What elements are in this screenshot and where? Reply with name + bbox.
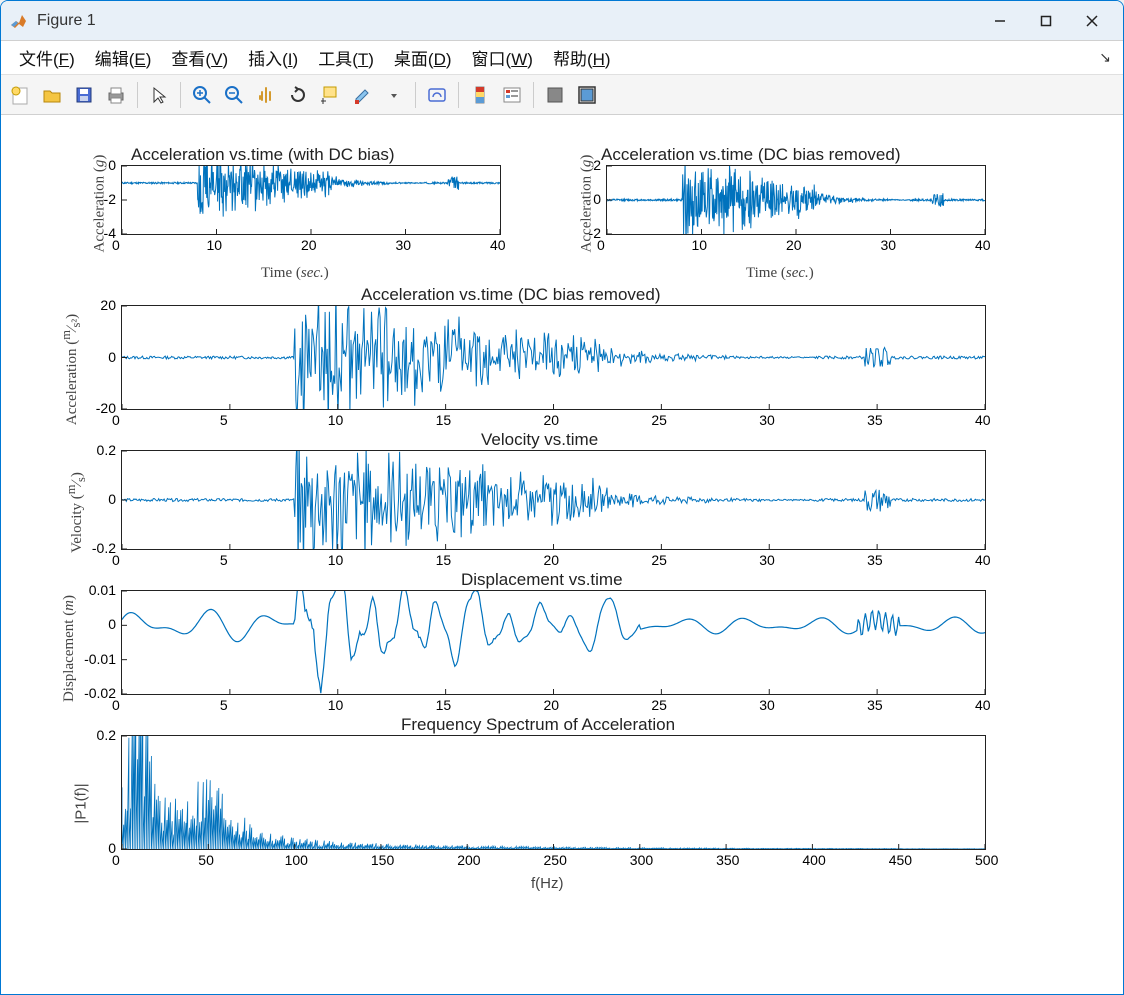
menubar: 文件(F) 编辑(E) 查看(V) 插入(I) 工具(T) 桌面(D) 窗口(W…	[1, 41, 1123, 75]
toolbar-separator	[137, 82, 138, 108]
subplot2[interactable]: 010203040-202	[606, 165, 986, 235]
subplot3[interactable]: 0510152025303540-20020	[121, 305, 986, 410]
pan-button[interactable]	[251, 80, 281, 110]
toolbar	[1, 75, 1123, 115]
close-button[interactable]	[1069, 5, 1115, 37]
colorbar-button[interactable]	[465, 80, 495, 110]
rotate-button[interactable]	[283, 80, 313, 110]
plot-area: Acceleration (g) Acceleration vs.time (w…	[1, 115, 1123, 994]
subplot6-xlabel: f(Hz)	[531, 875, 564, 892]
brush-button[interactable]	[347, 80, 377, 110]
menu-tools[interactable]: 工具(T)	[308, 41, 384, 74]
subplot4-title: Velocity vs.time	[481, 430, 598, 450]
zoom-out-button[interactable]	[219, 80, 249, 110]
matlab-icon	[9, 11, 29, 31]
new-figure-button[interactable]	[5, 80, 35, 110]
maximize-button[interactable]	[1023, 5, 1069, 37]
menu-insert[interactable]: 插入(I)	[238, 41, 308, 74]
menu-file[interactable]: 文件(F)	[9, 41, 85, 74]
subplot2-title: Acceleration vs.time (DC bias removed)	[601, 145, 900, 165]
menu-desktop[interactable]: 桌面(D)	[384, 41, 462, 74]
legend-button[interactable]	[497, 80, 527, 110]
subplot6-ylabel: |P1(f)|	[73, 783, 90, 823]
subplot6-title: Frequency Spectrum of Acceleration	[401, 715, 675, 735]
print-button[interactable]	[101, 80, 131, 110]
link-button[interactable]	[422, 80, 452, 110]
hide-plot-button[interactable]	[540, 80, 570, 110]
subplot2-xlabel: Time (sec.)	[746, 265, 814, 282]
subplot1-xlabel: Time (sec.)	[261, 265, 329, 282]
subplot1[interactable]: 010203040-4-20	[121, 165, 501, 235]
menu-view[interactable]: 查看(V)	[161, 41, 238, 74]
open-button[interactable]	[37, 80, 67, 110]
subplot1-title: Acceleration vs.time (with DC bias)	[131, 145, 395, 165]
menubar-arrow-icon[interactable]: ↘	[1099, 49, 1115, 66]
window-controls	[977, 5, 1115, 37]
menu-window[interactable]: 窗口(W)	[462, 41, 543, 74]
pointer-button[interactable]	[144, 80, 174, 110]
brush-dropdown[interactable]	[379, 80, 409, 110]
toolbar-separator	[458, 82, 459, 108]
figure-window: Figure 1 文件(F) 编辑(E) 查看(V) 插入(I) 工具(T) 桌…	[0, 0, 1124, 995]
menu-edit[interactable]: 编辑(E)	[85, 41, 162, 74]
subplot3-title: Acceleration vs.time (DC bias removed)	[361, 285, 660, 305]
titlebar: Figure 1	[1, 1, 1123, 41]
zoom-in-button[interactable]	[187, 80, 217, 110]
subplot5-title: Displacement vs.time	[461, 570, 623, 590]
subplot4[interactable]: 0510152025303540-0.200.2	[121, 450, 986, 550]
toolbar-separator	[533, 82, 534, 108]
data-cursor-button[interactable]	[315, 80, 345, 110]
plot-layout-button[interactable]	[572, 80, 602, 110]
menu-help[interactable]: 帮助(H)	[543, 41, 621, 74]
toolbar-separator	[415, 82, 416, 108]
minimize-button[interactable]	[977, 5, 1023, 37]
toolbar-separator	[180, 82, 181, 108]
window-title: Figure 1	[37, 12, 977, 30]
subplot5[interactable]: 0510152025303540-0.02-0.0100.01	[121, 590, 986, 695]
subplot6[interactable]: 05010015020025030035040045050000.2	[121, 735, 986, 850]
save-button[interactable]	[69, 80, 99, 110]
